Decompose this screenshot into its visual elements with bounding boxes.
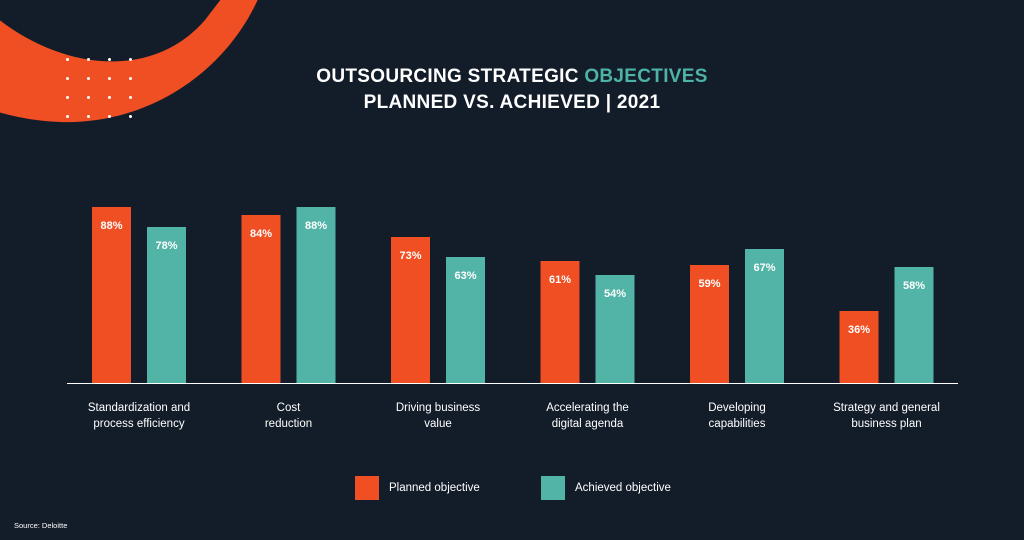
category-label: Standardization and process efficiency xyxy=(59,400,219,432)
data-label-planned: 84% xyxy=(250,228,272,240)
bar-achieved xyxy=(296,207,336,383)
category-label-line: digital agenda xyxy=(551,418,624,430)
decorative-dot xyxy=(108,58,111,61)
bar-achieved xyxy=(745,249,784,383)
category-label-line: business plan xyxy=(851,418,922,430)
category-label: Strategy and general business plan xyxy=(807,400,967,432)
data-label-achieved: 54% xyxy=(604,288,626,300)
data-label-achieved: 78% xyxy=(155,240,177,252)
bar-chart: 88% 78% 84% 88% 73% 63% 61% 54% 59% 67% 36% 58% xyxy=(67,207,958,384)
category-label: Accelerating the digital agenda xyxy=(508,400,668,432)
source-note: Source: Deloitte xyxy=(14,521,68,530)
bar-achieved xyxy=(894,267,934,383)
decorative-dot xyxy=(108,115,111,118)
title-prefix: OUTSOURCING STRATEGIC xyxy=(316,66,585,87)
bar-planned xyxy=(391,237,430,383)
data-label-planned: 36% xyxy=(848,324,870,336)
decorative-dot xyxy=(66,77,69,80)
decorative-dot xyxy=(129,58,132,61)
category-label-line: Accelerating the xyxy=(546,402,629,414)
legend-swatch-achieved xyxy=(541,476,565,500)
decorative-arc xyxy=(0,0,258,123)
data-label-planned: 61% xyxy=(549,274,571,286)
legend-swatch-planned xyxy=(355,476,379,500)
data-label-planned: 73% xyxy=(399,250,421,262)
legend: Planned objective Achieved objective xyxy=(0,476,1024,502)
chart-title: OUTSOURCING STRATEGIC OBJECTIVES PLANNED… xyxy=(0,64,1024,116)
decorative-dot xyxy=(129,77,132,80)
decorative-dot xyxy=(66,96,69,99)
category-label: Developing capabilities xyxy=(657,400,817,432)
decorative-dot-grid xyxy=(66,58,136,124)
bar-achieved xyxy=(147,227,186,383)
category-label-line: Cost xyxy=(276,402,301,414)
category-label: Cost reduction xyxy=(209,400,369,432)
decorative-dot xyxy=(87,58,90,61)
decorative-dot xyxy=(108,96,111,99)
bar-achieved xyxy=(446,257,485,383)
bar-planned xyxy=(92,207,131,383)
category-label-line: Strategy and general xyxy=(833,402,940,414)
category-label-line: Developing xyxy=(708,402,766,414)
data-label-achieved: 63% xyxy=(454,270,476,282)
title-line-2: PLANNED VS. ACHIEVED | 2021 xyxy=(363,92,661,113)
category-label-line: capabilities xyxy=(708,418,766,430)
category-label-line: Standardization and xyxy=(87,402,191,414)
decorative-dot xyxy=(66,58,69,61)
decorative-dot xyxy=(87,77,90,80)
data-label-planned: 59% xyxy=(698,278,720,290)
category-label: Driving business value xyxy=(358,400,518,432)
title-line-1: OUTSOURCING STRATEGIC OBJECTIVES xyxy=(0,64,1024,90)
category-label-line: reduction xyxy=(264,418,313,430)
data-label-planned: 88% xyxy=(100,220,122,232)
decorative-dot xyxy=(66,115,69,118)
title-accent: OBJECTIVES xyxy=(584,66,708,87)
legend-item-planned: Planned objective xyxy=(355,476,480,500)
bar-planned xyxy=(241,215,281,383)
data-label-achieved: 67% xyxy=(753,262,775,274)
decorative-dot xyxy=(87,115,90,118)
legend-label-achieved: Achieved objective xyxy=(575,482,671,494)
bar-achieved xyxy=(595,275,635,383)
category-label-line: process efficiency xyxy=(93,418,185,430)
decorative-dot xyxy=(108,77,111,80)
legend-label-planned: Planned objective xyxy=(389,482,480,494)
decorative-dot xyxy=(129,96,132,99)
category-label-line: value xyxy=(424,418,452,430)
data-label-achieved: 58% xyxy=(903,280,925,292)
bar-planned xyxy=(690,265,729,383)
category-label-line: Driving business xyxy=(395,402,481,414)
bar-planned xyxy=(540,261,580,383)
decorative-dot xyxy=(129,115,132,118)
data-label-achieved: 88% xyxy=(305,220,327,232)
bar-planned xyxy=(839,311,879,383)
legend-item-achieved: Achieved objective xyxy=(541,476,671,500)
decorative-dot xyxy=(87,96,90,99)
